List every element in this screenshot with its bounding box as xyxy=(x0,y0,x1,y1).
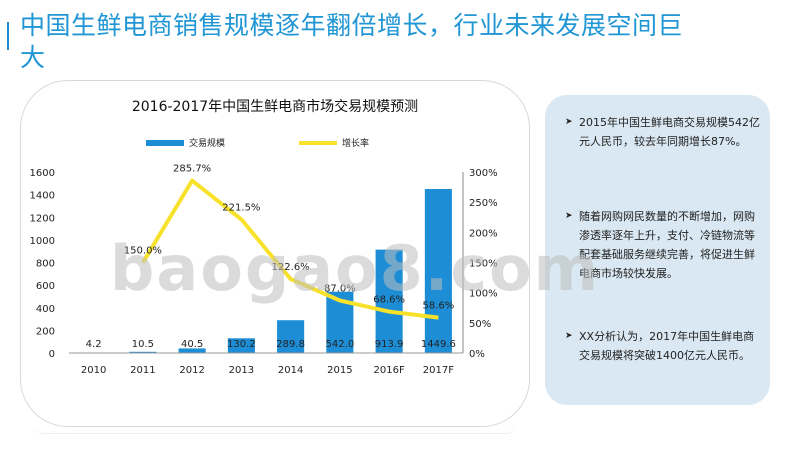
x-tick-label: 2014 xyxy=(278,365,303,376)
x-tick-label: 2016F xyxy=(374,365,405,376)
page-title: 中国生鲜电商销售规模逐年翻倍增长，行业未来发展空间巨大 xyxy=(20,11,684,72)
bar-value-label: 10.5 xyxy=(132,339,154,350)
line-value-label: 285.7% xyxy=(173,164,211,175)
y-right-tick-label: 0% xyxy=(469,349,485,360)
y-right-tick-label: 250% xyxy=(469,198,498,209)
y-left-tick-label: 200 xyxy=(36,326,55,337)
x-tick-label: 2013 xyxy=(229,365,254,376)
y-left-tick-label: 1200 xyxy=(30,213,55,224)
x-tick-label: 2012 xyxy=(179,365,204,376)
chart-title: 2016-2017年中国生鲜电商市场交易规模预测 xyxy=(132,98,418,115)
line-value-label: 87.0% xyxy=(324,284,356,295)
bar xyxy=(375,249,403,353)
sidebar-bullet-3: ➤ XX分析认为，2017年中国生鲜电商交易规模将突破1400亿元人民币。 xyxy=(565,327,763,365)
line-value-label: 68.6% xyxy=(373,295,405,306)
growth-rate-line xyxy=(141,178,439,320)
x-tick-label: 2011 xyxy=(130,365,155,376)
bar xyxy=(424,189,452,353)
arrow-bullet-icon: ➤ xyxy=(565,331,573,341)
y-left-tick-label: 800 xyxy=(36,259,55,270)
bar xyxy=(227,338,255,353)
bullet-text: XX分析认为，2017年中国生鲜电商交易规模将突破1400亿元人民币。 xyxy=(579,330,755,362)
arrow-bullet-icon: ➤ xyxy=(565,211,573,221)
arrow-bullet-icon: ➤ xyxy=(565,117,573,127)
bullet-text: 随着网购网民数量的不断增加，网购渗透率逐年上升，支付、冷链物流等配套基础服务继续… xyxy=(579,210,755,280)
line-value-label: 58.6% xyxy=(422,301,454,312)
bar-value-label: 1449.6 xyxy=(421,339,456,350)
bar xyxy=(129,351,157,353)
y-left-tick-label: 600 xyxy=(36,281,55,292)
y-right-tick-label: 100% xyxy=(469,289,498,300)
x-tick-label: 2017F xyxy=(423,365,454,376)
bar-value-label: 130.2 xyxy=(227,339,256,350)
sidebar-panel: ➤ 2015年中国生鲜电商交易规模542亿元人民币，较去年同期增长87%。 ➤ … xyxy=(545,95,770,405)
y-left-tick-label: 1600 xyxy=(30,168,55,179)
y-left-tick-label: 1000 xyxy=(30,236,55,247)
y-right-tick-label: 150% xyxy=(469,259,498,270)
y-left-tick-label: 400 xyxy=(36,304,55,315)
bullet-text: 2015年中国生鲜电商交易规模542亿元人民币，较去年同期增长87%。 xyxy=(579,116,760,148)
bar xyxy=(178,348,206,353)
legend-bar-swatch xyxy=(146,140,184,146)
line-value-label: 122.6% xyxy=(272,262,310,273)
sidebar-bullet-1: ➤ 2015年中国生鲜电商交易规模542亿元人民币，较去年同期增长87%。 xyxy=(565,113,763,151)
bar-value-label: 542.0 xyxy=(326,339,355,350)
bar xyxy=(277,320,305,353)
sidebar-bullet-2: ➤ 随着网购网民数量的不断增加，网购渗透率逐年上升，支付、冷链物流等配套基础服务… xyxy=(565,207,763,283)
bar-value-label: 4.2 xyxy=(86,339,102,350)
x-tick-label: 2015 xyxy=(327,365,352,376)
y-right-tick-label: 300% xyxy=(469,168,498,179)
line-value-label: 221.5% xyxy=(222,202,260,213)
legend-bar-label: 交易规模 xyxy=(189,137,225,149)
y-right-tick-label: 200% xyxy=(469,228,498,239)
y-left-tick-label: 1400 xyxy=(30,191,55,202)
bar-value-label: 289.8 xyxy=(276,339,305,350)
bar-value-label: 40.5 xyxy=(181,339,203,350)
bar-value-label: 913.9 xyxy=(375,339,404,350)
y-left-tick-label: 0 xyxy=(49,349,55,360)
x-tick-label: 2010 xyxy=(81,365,106,376)
line-value-label: 150.0% xyxy=(124,246,162,257)
title-accent-bar xyxy=(7,22,9,50)
chart-card: 2016-2017年中国生鲜电商市场交易规模预测交易规模 增长率 0 200 400 60… xyxy=(20,80,530,434)
legend-line-label: 增长率 xyxy=(342,137,369,149)
y-right-tick-label: 50% xyxy=(469,319,491,330)
